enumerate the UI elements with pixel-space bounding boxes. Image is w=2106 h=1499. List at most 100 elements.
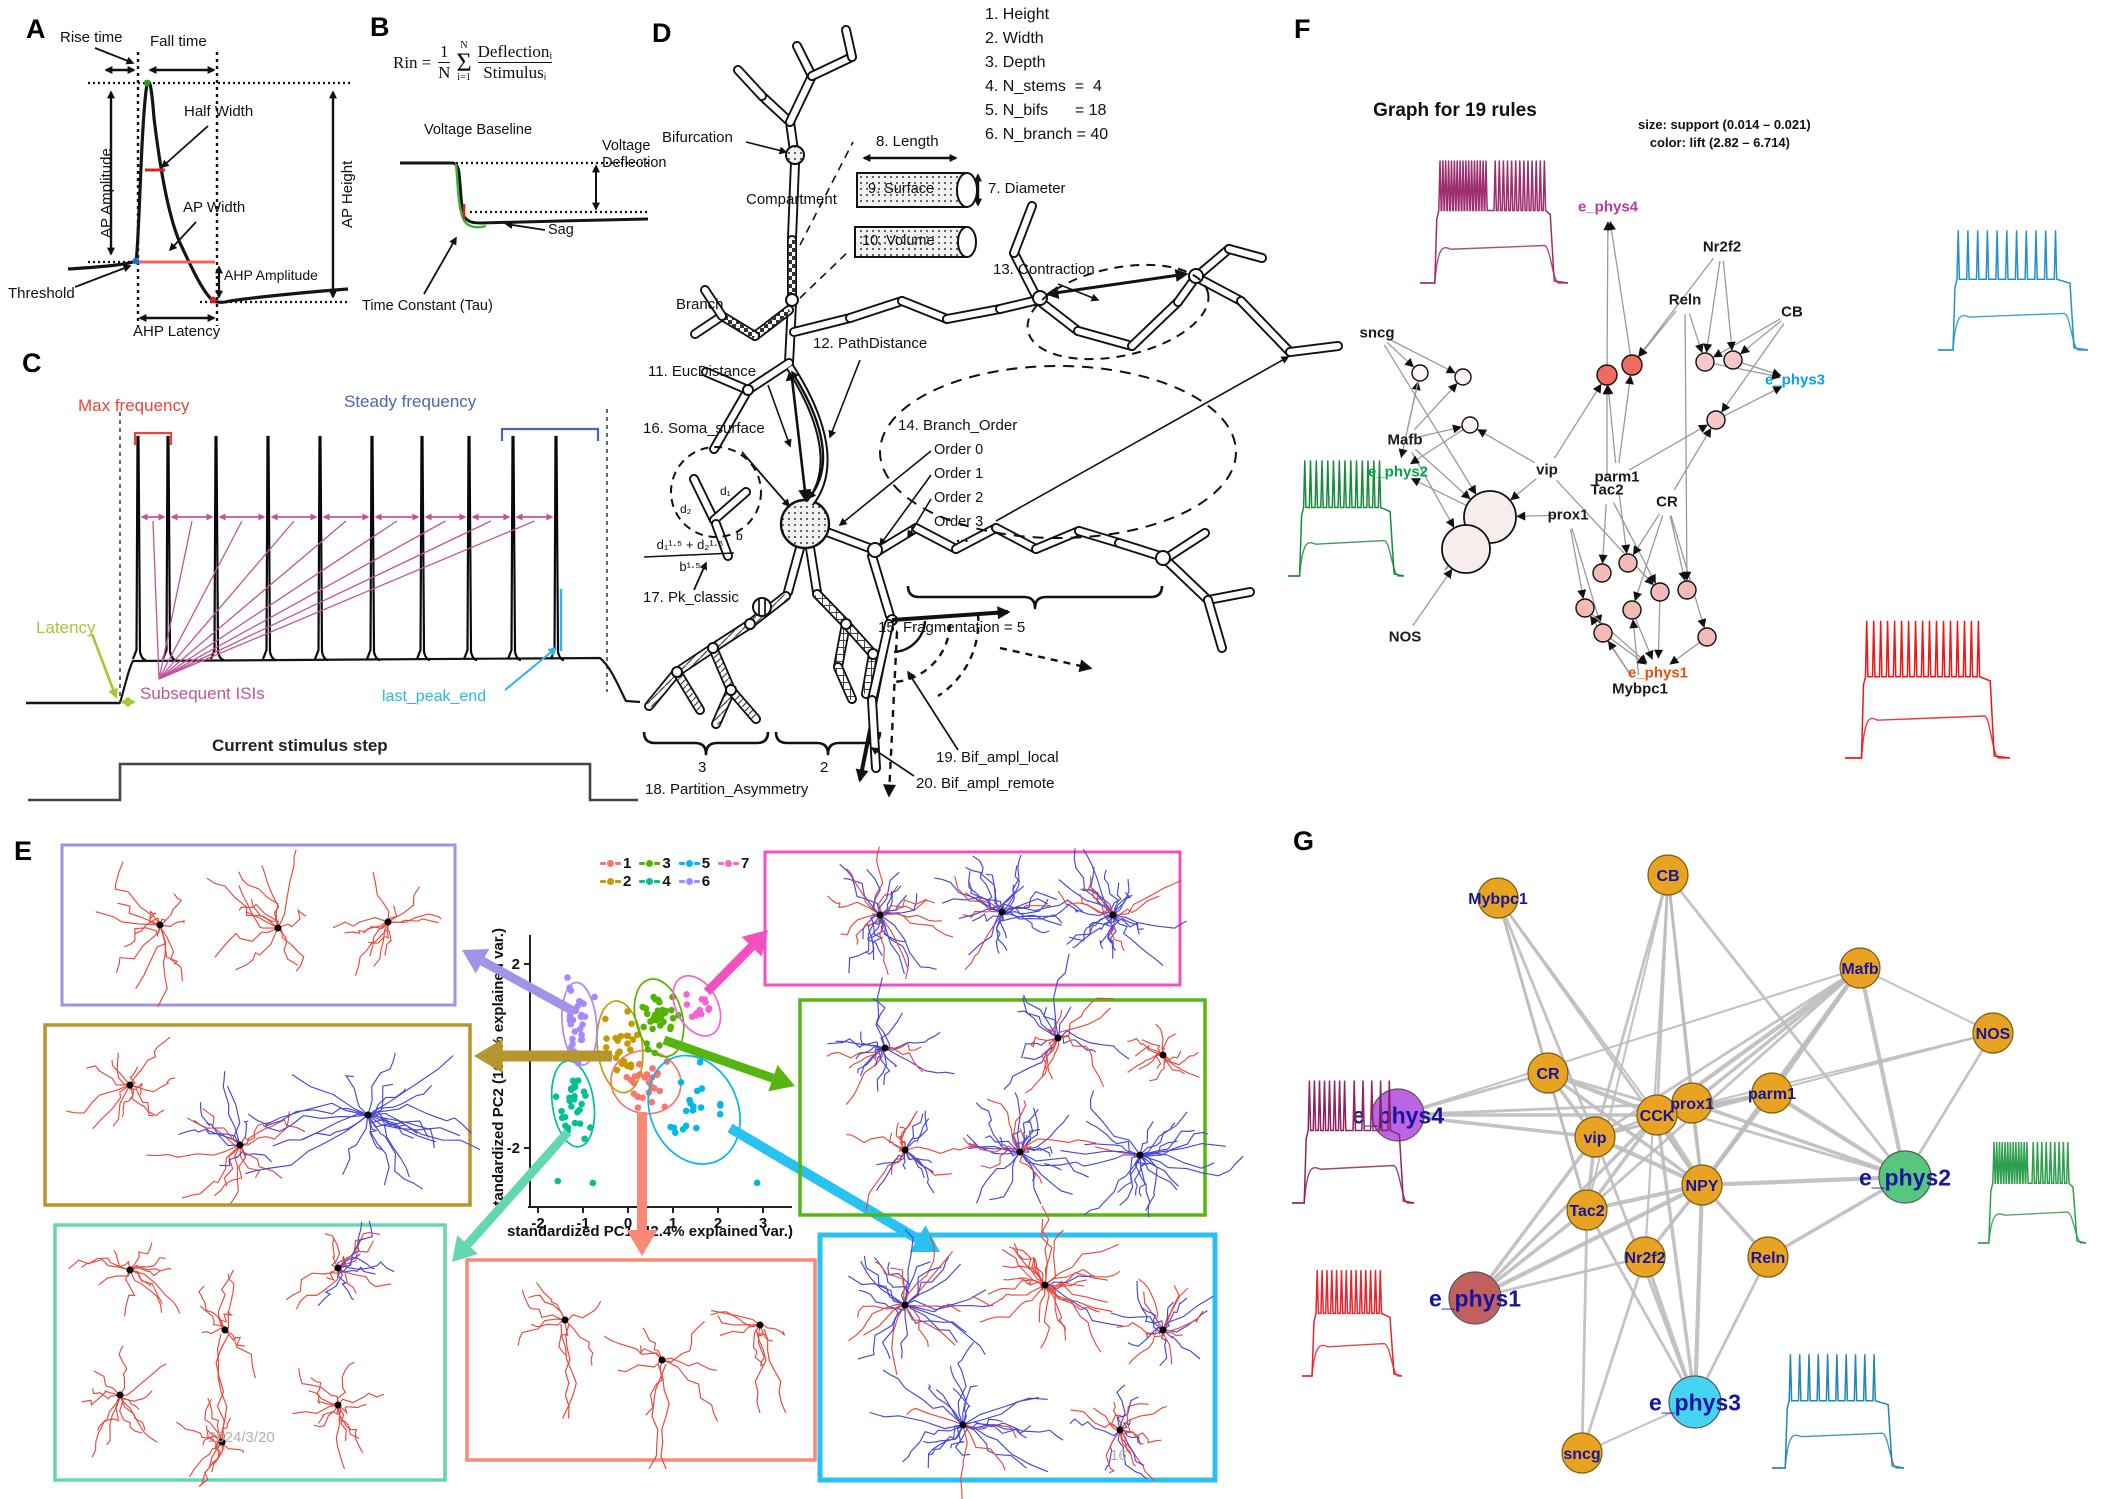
order3-label: Order 3 <box>934 514 984 530</box>
current-stimulus-step-label: Current stimulus step <box>212 736 388 755</box>
ap-waveform-diagram <box>67 47 350 326</box>
ap-amplitude-label: AP Amplitude <box>98 148 115 238</box>
inset-box-purple <box>60 843 457 1007</box>
f-node-label-parm1: parm1 <box>1594 468 1640 486</box>
svg-text:CR: CR <box>1536 1066 1560 1083</box>
panel-a-label: A <box>26 14 46 44</box>
bifurcation-label: Bifurcation <box>662 129 733 146</box>
neuron-morphologies <box>66 846 1244 1499</box>
svg-text:1: 1 <box>669 1215 677 1232</box>
svg-text:-2: -2 <box>507 1140 520 1157</box>
svg-text:e_phys2: e_phys2 <box>1859 1164 1951 1190</box>
eq-sigma: N Σ i=1 <box>456 40 472 83</box>
f-node-label-Tac2: Tac2 <box>1590 481 1624 499</box>
sag-label: Sag <box>548 222 574 238</box>
f-node-label-Mybpc1: Mybpc1 <box>1612 680 1668 698</box>
morphometry-count-list: 1. Height 2. Width 3. Depth 4. N_stems = 4 5… <box>985 3 1108 147</box>
d2-label: d₂ <box>680 502 692 516</box>
pk-classic-label: 17. Pk_classic <box>643 589 739 606</box>
diameter-label: 7. Diameter <box>988 180 1066 197</box>
svg-text:parm1: parm1 <box>1748 1086 1796 1103</box>
svg-text:Nr2f2: Nr2f2 <box>1625 1250 1666 1267</box>
svg-text:NOS: NOS <box>1976 1026 2011 1043</box>
input-resistance-diagram <box>400 161 650 295</box>
svg-text:e_phys3: e_phys3 <box>1649 1389 1741 1415</box>
branch-order-label: 14. Branch_Order <box>898 417 1018 434</box>
ap-height-label: AP Height <box>339 160 356 228</box>
pk-formula-numerator: d₁¹·⁵ + d₂¹·⁵ <box>656 537 724 552</box>
path-distance-label: 12. PathDistance <box>813 335 928 352</box>
svg-text:standardized PC2 (16.6% explai: standardized PC2 (16.6% explained var.) <box>490 928 507 1214</box>
fall-time-label: Fall time <box>150 33 207 50</box>
half-width-label: Half Width <box>184 103 254 120</box>
order0-label: Order 0 <box>934 442 984 458</box>
f-node-label-Reln: Reln <box>1668 291 1702 309</box>
morphometry-count-1: 1. Height <box>985 6 1050 23</box>
b-label: b <box>736 529 743 543</box>
eq-lhs: Rin <box>393 52 418 72</box>
svg-text:Mafb: Mafb <box>1841 961 1879 978</box>
morphometry-count-5: 5. N_bifs = 18 <box>985 102 1107 119</box>
f-node-label-e_phys4: e_phys4 <box>1577 198 1639 216</box>
ap-width-label: AP Width <box>183 199 246 216</box>
page-watermark: 16 <box>1110 1447 1127 1464</box>
svg-text:-1: -1 <box>576 1215 589 1232</box>
graph-rules-title: Graph for 19 rules <box>1373 100 1537 121</box>
euc-distance-label: 11. EucDistance <box>648 363 757 380</box>
inset-box-pink <box>763 850 1182 987</box>
fragmentation-label: 15. Fragmentation = 5 <box>878 619 1026 636</box>
pk-formula-denominator: b¹·⁵ <box>679 559 701 574</box>
color-legend: color: lift (2.82 – 6.714) <box>1649 135 1790 150</box>
latency-label: Latency <box>36 618 96 637</box>
f-node-label-CR: CR <box>1656 493 1678 511</box>
svg-text:-2: -2 <box>531 1215 544 1232</box>
svg-text:e_phys1: e_phys1 <box>1429 1285 1521 1311</box>
voltage-deflection-label: Voltage Deflection <box>602 138 667 171</box>
svg-text:3: 3 <box>759 1215 767 1232</box>
d1-label: d₁ <box>720 484 731 498</box>
eq-equals: = <box>421 52 432 72</box>
svg-text:2: 2 <box>714 1215 722 1232</box>
svg-text:Tac2: Tac2 <box>1569 1203 1604 1220</box>
cluster-callout-arrows <box>452 930 940 1262</box>
f-node-label-sncg: sncg <box>1359 324 1395 342</box>
subsequent-isis-label: Subsequent ISIs <box>140 684 265 703</box>
panel-d-label: D <box>652 18 672 48</box>
svg-text:CB: CB <box>1656 868 1679 885</box>
eq-deflection-over-stimulus: Deflectionᵢ Stimulusᵢ <box>477 41 553 82</box>
svg-text:e_phys4: e_phys4 <box>1352 1102 1444 1128</box>
legend-item-cluster-2: 2 <box>600 873 631 890</box>
morphometry-count-6: 6. N_branch = 40 <box>985 126 1109 143</box>
last-peak-end-label: last_peak_end <box>382 688 487 705</box>
legend-item-cluster-1: 1 <box>600 855 631 872</box>
ahp-latency-label: AHP Latency <box>133 323 221 340</box>
partition-asymmetry-label: 18. Partition_Asymmetry <box>645 781 809 798</box>
branch-label: Branch <box>676 296 724 313</box>
inset-box-gold <box>43 1023 472 1207</box>
threshold-label: Threshold <box>8 285 75 302</box>
f-node-label-Mafb: Mafb <box>1387 431 1423 449</box>
inset-box-salmon <box>465 1258 817 1462</box>
order-ellipsis-label: ... <box>956 529 969 546</box>
legend-item-cluster-3: 3 <box>639 855 671 872</box>
ahp-amplitude-label: AHP Amplitude <box>224 267 318 283</box>
panel-b-label: B <box>370 12 390 42</box>
svg-text:0: 0 <box>624 1215 632 1232</box>
f-node-label-e_phys3: e_phys3 <box>1764 371 1826 389</box>
max-frequency-label: Max frequency <box>78 396 190 415</box>
contraction-label: 13. Contraction <box>993 261 1095 278</box>
svg-text:CCK: CCK <box>1640 1108 1675 1125</box>
rise-time-label: Rise time <box>60 29 123 46</box>
f-node-label-NOS: NOS <box>1388 628 1422 646</box>
panel-f-label: F <box>1294 14 1311 44</box>
svg-text:vip: vip <box>1583 1130 1606 1147</box>
spike-train-diagram <box>26 409 641 802</box>
soma-surface-label: 16. Soma_surface <box>643 420 765 437</box>
